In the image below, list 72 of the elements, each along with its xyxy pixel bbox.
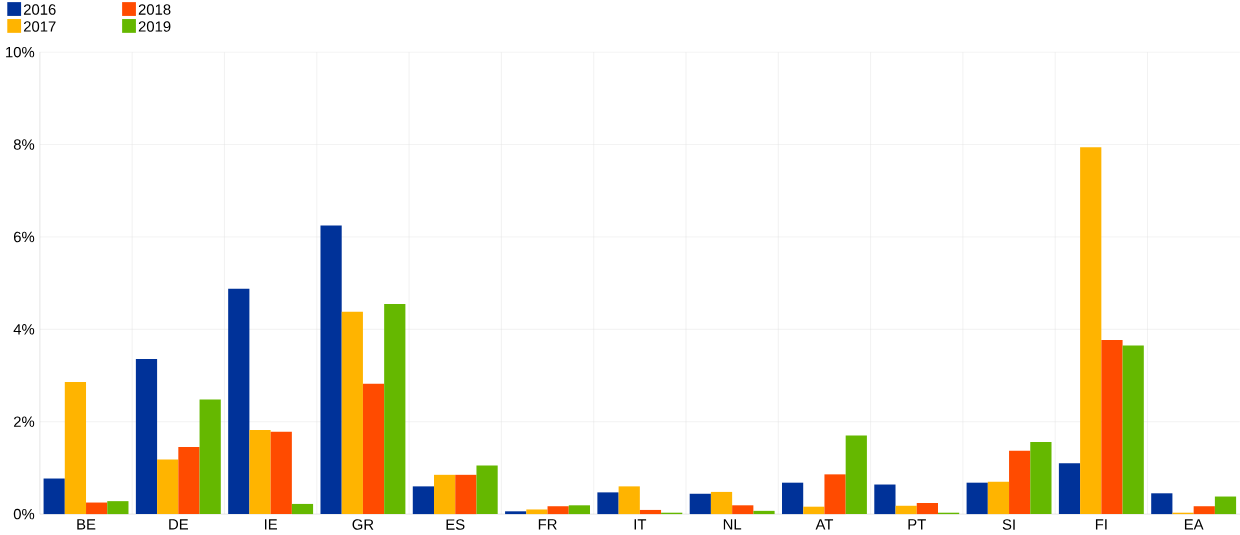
bar [505, 511, 527, 515]
bar [157, 459, 179, 515]
bar [966, 482, 988, 515]
bar [1214, 496, 1237, 515]
bar [1101, 340, 1123, 515]
bar [291, 504, 314, 515]
bar [710, 492, 733, 515]
bar [895, 505, 917, 515]
bar [568, 505, 590, 515]
bar [384, 304, 406, 515]
bar [249, 430, 271, 515]
bar [618, 486, 640, 515]
bar [824, 474, 846, 515]
y-tick-label: 8% [13, 139, 35, 150]
bar [916, 503, 938, 515]
bar [412, 486, 435, 515]
bar [43, 478, 65, 515]
x-tick-label: BE [77, 519, 96, 530]
legend-label: 2019 [138, 21, 171, 32]
x-tick-label: SI [1002, 519, 1015, 530]
bar [320, 225, 342, 515]
bar [1009, 450, 1031, 515]
y-tick-label: 4% [13, 324, 35, 335]
y-tick-label: 10% [6, 47, 35, 58]
bar [107, 501, 129, 515]
y-tick-label: 0% [13, 508, 35, 520]
bar [1058, 463, 1081, 515]
bar [64, 382, 87, 515]
x-tick-label: NL [723, 519, 742, 530]
bar [547, 506, 569, 515]
bar [639, 510, 662, 515]
bar [341, 311, 363, 515]
bar [178, 447, 200, 515]
x-tick-label: GR [352, 519, 374, 530]
y-tick-label: 2% [13, 416, 35, 428]
x-tick-label: PT [908, 519, 926, 530]
bar [597, 492, 619, 515]
x-tick-label: IE [264, 519, 278, 530]
bar [1122, 345, 1144, 515]
x-tick-label: DE [169, 519, 189, 530]
legend-label: 2017 [23, 21, 56, 32]
legend-label: 2018 [138, 4, 171, 15]
x-tick-label: IT [634, 519, 647, 530]
bar [874, 484, 896, 515]
bar [270, 431, 292, 515]
bar [987, 481, 1010, 515]
bar [1151, 493, 1173, 515]
x-tick-label: ES [446, 519, 465, 530]
bar [1080, 147, 1102, 515]
bar [732, 505, 754, 515]
bar [1193, 506, 1215, 515]
bar [86, 502, 108, 515]
bar [228, 288, 250, 515]
legend-label: 2016 [23, 4, 56, 15]
x-tick-label: EA [1184, 519, 1204, 530]
bar [781, 482, 804, 515]
bar [434, 474, 456, 515]
bar [362, 383, 385, 515]
bar [689, 493, 711, 515]
bar [199, 399, 221, 515]
bar [803, 506, 825, 515]
bar [526, 509, 548, 515]
y-tick-label: 6% [13, 231, 35, 243]
bar [1030, 442, 1052, 515]
bar [135, 359, 158, 515]
x-tick-label: FR [538, 519, 557, 530]
bar [476, 465, 498, 515]
bar [753, 510, 775, 515]
bar [845, 435, 867, 515]
x-tick-label: AT [815, 519, 834, 530]
bar [455, 474, 477, 515]
x-tick-label: FI [1095, 519, 1107, 530]
